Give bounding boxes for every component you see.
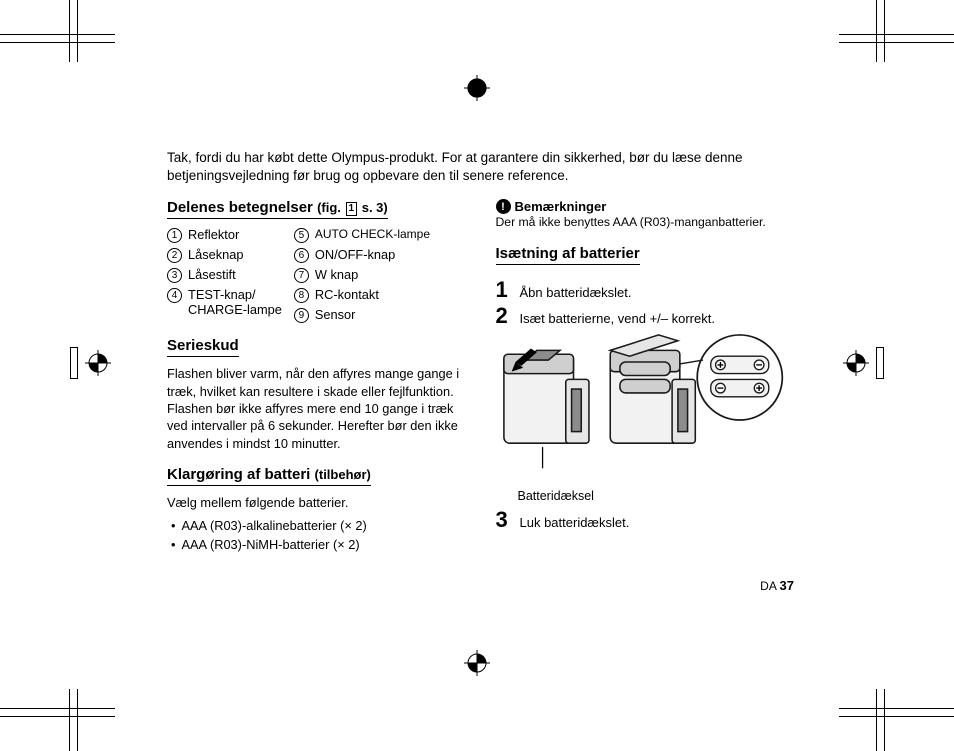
part-number: 4 <box>167 288 182 303</box>
crop-mark <box>839 716 954 717</box>
step-number: 3 <box>496 509 512 531</box>
part-number: 8 <box>294 288 309 303</box>
content-area: Tak, fordi du har købt dette Olympus-pro… <box>167 149 796 554</box>
crop-mark <box>876 689 877 751</box>
step-text: Luk batteridækslet. <box>520 515 630 530</box>
parts-list: 1 Reflektor 2 Låseknap 3 Låsestift 4 TEST-kn… <box>167 227 468 323</box>
parts-list-col-b: 5 AUTO CHECK-lampe 6 ON/OFF-knap 7 W knap 8… <box>294 227 430 323</box>
parts-list-col-a: 1 Reflektor 2 Låseknap 3 Låsestift 4 TEST-kn… <box>167 227 282 323</box>
crop-mark <box>839 708 954 709</box>
fig-number-box: 1 <box>346 202 358 216</box>
part-item: 5 AUTO CHECK-lampe <box>294 227 430 243</box>
part-item: 4 TEST-knap/ CHARGE-lampe <box>167 287 282 317</box>
parts-title-main: Delenes betegnelser <box>167 199 313 216</box>
registration-mark-icon <box>464 75 490 101</box>
part-item: 7 W knap <box>294 267 430 283</box>
part-label: Låsestift <box>188 267 236 282</box>
part-number: 1 <box>167 228 182 243</box>
part-label: ON/OFF-knap <box>315 247 395 262</box>
prep-bullets: • AAA (R03)-alkalinebatterier (× 2) • AAA … <box>167 517 468 554</box>
crop-mark <box>0 708 115 709</box>
crop-mark <box>0 716 115 717</box>
bullet-item: • AAA (R03)-NiMH-batterier (× 2) <box>171 536 468 555</box>
part-item: 6 ON/OFF-knap <box>294 247 430 263</box>
part-item: 2 Låseknap <box>167 247 282 263</box>
page-footer: DA 37 <box>760 578 794 593</box>
crop-mark <box>69 0 70 62</box>
crop-mark <box>0 34 115 35</box>
bullet-item: • AAA (R03)-alkalinebatterier (× 2) <box>171 517 468 536</box>
illustration-caption: Batteridæksel <box>518 489 797 503</box>
bullet-text: AAA (R03)-NiMH-batterier (× 2) <box>181 536 359 555</box>
crop-mark <box>839 42 954 43</box>
part-number: 5 <box>294 228 309 243</box>
battery-illustration <box>496 333 797 483</box>
part-label: W knap <box>315 267 358 282</box>
left-column: Delenes betegnelser (fig. 1 s. 3) 1 Refle… <box>167 199 468 554</box>
part-number: 7 <box>294 268 309 283</box>
step-text: Isæt batterierne, vend +/– korrekt. <box>520 311 715 326</box>
intro-paragraph: Tak, fordi du har købt dette Olympus-pro… <box>167 149 796 185</box>
guide-box <box>876 347 884 379</box>
part-label: Sensor <box>315 307 356 322</box>
notes-heading: ! Bemærkninger <box>496 199 797 214</box>
part-label: TEST-knap/ CHARGE-lampe <box>188 287 282 317</box>
registration-mark-icon <box>85 350 111 376</box>
bullet-text: AAA (R03)-alkalinebatterier (× 2) <box>181 517 366 536</box>
footer-page-number: 37 <box>780 578 794 593</box>
part-item: 8 RC-kontakt <box>294 287 430 303</box>
part-item: 3 Låsestift <box>167 267 282 283</box>
step-text: Åbn batteridækslet. <box>520 285 632 300</box>
steps-top: 1 Åbn batteridækslet. 2 Isæt batterierne… <box>496 279 797 327</box>
crop-mark <box>69 689 70 751</box>
crop-mark <box>876 0 877 62</box>
prep-title-main: Klargøring af batteri <box>167 466 310 483</box>
notes-icon: ! <box>496 199 511 214</box>
step-number: 2 <box>496 305 512 327</box>
bullet-dot: • <box>171 536 175 555</box>
guide-box <box>70 347 78 379</box>
notes-title-text: Bemærkninger <box>515 199 607 214</box>
registration-mark-icon <box>464 650 490 676</box>
crop-mark <box>839 34 954 35</box>
parts-title-sub-suffix: s. 3) <box>362 200 388 215</box>
part-label: RC-kontakt <box>315 287 379 302</box>
parts-title-sub-prefix: (fig. <box>317 200 341 215</box>
step-item: 3 Luk batteridækslet. <box>496 509 797 531</box>
step-item: 1 Åbn batteridækslet. <box>496 279 797 301</box>
crop-mark <box>77 689 78 751</box>
steps-bottom: 3 Luk batteridækslet. <box>496 509 797 531</box>
part-number: 9 <box>294 308 309 323</box>
part-number: 3 <box>167 268 182 283</box>
series-body: Flashen bliver varm, når den affyres man… <box>167 365 468 451</box>
series-section-title: Serieskud <box>167 337 239 357</box>
part-item: 1 Reflektor <box>167 227 282 243</box>
registration-mark-icon <box>843 350 869 376</box>
insert-section-title: Isætning af batterier <box>496 245 640 265</box>
two-column-layout: Delenes betegnelser (fig. 1 s. 3) 1 Refle… <box>167 199 796 554</box>
bullet-dot: • <box>171 517 175 536</box>
step-number: 1 <box>496 279 512 301</box>
crop-mark <box>884 689 885 751</box>
part-number: 6 <box>294 248 309 263</box>
prep-title-sub: (tilbehør) <box>315 467 371 482</box>
prep-section-title: Klargøring af batteri (tilbehør) <box>167 466 371 486</box>
crop-mark <box>884 0 885 62</box>
notes-body: Der må ikke benyttes AAA (R03)-manganbat… <box>496 214 797 230</box>
part-label: Låseknap <box>188 247 244 262</box>
prep-intro: Vælg mellem følgende batterier. <box>167 494 468 511</box>
crop-mark <box>0 42 115 43</box>
step-item: 2 Isæt batterierne, vend +/– korrekt. <box>496 305 797 327</box>
page: Tak, fordi du har købt dette Olympus-pro… <box>0 0 954 751</box>
part-number: 2 <box>167 248 182 263</box>
footer-lang: DA <box>760 579 776 593</box>
part-label: AUTO CHECK-lampe <box>315 227 430 241</box>
part-item: 9 Sensor <box>294 307 430 323</box>
part-label: Reflektor <box>188 227 239 242</box>
crop-mark <box>77 0 78 62</box>
parts-section-title: Delenes betegnelser (fig. 1 s. 3) <box>167 199 388 219</box>
right-column: ! Bemærkninger Der må ikke benyttes AAA … <box>496 199 797 554</box>
